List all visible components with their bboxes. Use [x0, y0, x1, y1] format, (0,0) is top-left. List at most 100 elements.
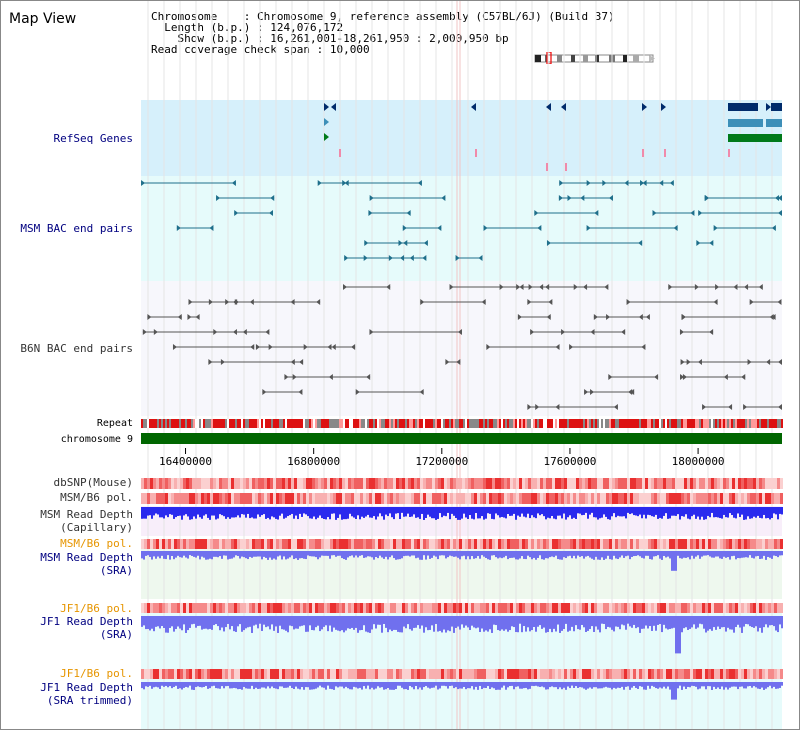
jf1-depth-bar [523, 616, 525, 627]
b6n-bac-pair-end [208, 359, 213, 365]
jf1-depth-bar [271, 616, 273, 625]
msm-b6-pol-band [252, 493, 255, 504]
msm-depth-capillary-bar [353, 507, 355, 518]
jf1-depth-bar [759, 616, 761, 628]
jf1-depth-bar [233, 616, 235, 632]
track-label-jf1-depth[interactable]: JF1 Read Depth (SRA) [40, 615, 133, 641]
msm-depth-capillary-bar [627, 507, 629, 513]
msm-depth-capillary-bar [743, 507, 745, 520]
dbsnp-band [291, 478, 294, 489]
msm-b6-pol-sra-band [495, 539, 498, 549]
jf1-depth-bar [625, 616, 627, 630]
dbsnp-band [366, 478, 369, 489]
msm-b6-pol-band [387, 493, 390, 504]
track-label-chromosome[interactable]: chromosome 9 [60, 434, 133, 445]
jf1-b6-pol-trimmed-band [198, 669, 201, 679]
jf1-depth-trimmed-bar [719, 682, 721, 690]
msm-bac-pair-end [406, 210, 411, 216]
track-label-repeat[interactable]: Repeat [96, 418, 133, 429]
msm-depth-sra-bar [537, 551, 539, 558]
jf1-b6-pol-band [204, 603, 207, 613]
track-label-refseq-genes[interactable]: RefSeq Genes [53, 132, 133, 145]
jf1-b6-pol-band [150, 603, 153, 613]
msm-b6-pol-band [435, 493, 438, 504]
msm-depth-sra-bar [379, 551, 381, 556]
dbsnp-band [522, 478, 525, 489]
msm-b6-pol-band [288, 493, 291, 504]
repeat-segment [503, 419, 505, 428]
msm-b6-pol-sra-band [237, 539, 240, 549]
jf1-depth-trimmed-bar [537, 682, 539, 687]
jf1-depth-trimmed-bar [657, 682, 659, 689]
jf1-b6-pol-band [450, 603, 453, 613]
jf1-b6-pol-band [294, 603, 297, 613]
msm-b6-pol-sra-band [438, 539, 441, 549]
msm-b6-pol-sra-band [411, 539, 414, 549]
jf1-depth-trimmed-bar [539, 682, 541, 687]
msm-depth-capillary-bar [153, 507, 155, 516]
msm-b6-pol-sra-band [603, 539, 606, 549]
msm-depth-sra-bar [347, 551, 349, 558]
msm-b6-pol-sra-band [750, 539, 753, 549]
track-label-msm-depth-sra[interactable]: MSM Read Depth (SRA) [40, 551, 133, 577]
track-label-msm-b6-pol[interactable]: MSM/B6 pol. [60, 491, 133, 504]
dbsnp-band [195, 478, 198, 489]
msm-depth-capillary-bar [669, 507, 671, 519]
jf1-depth-bar [557, 616, 559, 625]
jf1-depth-bar [613, 616, 615, 632]
msm-depth-capillary-bar [567, 507, 569, 518]
jf1-b6-pol-band [705, 603, 708, 613]
track-label-msm-b6-pol-sra[interactable]: MSM/B6 pol. [60, 537, 133, 550]
jf1-b6-pol-band [489, 603, 492, 613]
track-label-jf1-depth-trimmed[interactable]: JF1 Read Depth (SRA trimmed) [40, 681, 133, 707]
repeat-segment [427, 419, 429, 428]
repeat-segment [765, 419, 767, 428]
track-label-dbsnp[interactable]: dbSNP(Mouse) [53, 476, 133, 489]
track-label-jf1-b6-pol-trimmed[interactable]: JF1/B6 pol. [60, 667, 133, 680]
repeat-segment [159, 419, 161, 428]
repeat-segment [779, 419, 781, 428]
jf1-depth-trimmed-bar [457, 682, 459, 690]
jf1-b6-pol-band [546, 603, 549, 613]
jf1-depth-bar [161, 616, 163, 627]
jf1-b6-pol-band [528, 603, 531, 613]
track-label-msm-depth-capillary[interactable]: MSM Read Depth (Capillary) [40, 508, 133, 534]
msm-depth-sra-bar [399, 551, 401, 560]
chromosome-ideogram[interactable] [531, 52, 657, 64]
msm-bac-pair-end [216, 195, 221, 201]
jf1-depth-trimmed-bar [151, 682, 153, 689]
msm-b6-pol-band [246, 493, 249, 504]
track-label-b6n-bac[interactable]: B6N BAC end pairs [20, 342, 133, 355]
track-label-jf1-b6-pol[interactable]: JF1/B6 pol. [60, 602, 133, 615]
jf1-depth-trimmed-bar [227, 682, 229, 686]
jf1-depth-trimmed-bar [387, 682, 389, 688]
dbsnp-band [474, 478, 477, 489]
jf1-b6-pol-trimmed-band [387, 669, 390, 679]
msm-b6-pol-sra-band [255, 539, 258, 549]
jf1-depth-trimmed-bar [273, 682, 275, 689]
msm-depth-sra-bar [541, 551, 543, 560]
jf1-depth-bar [185, 616, 187, 633]
jf1-depth-bar [191, 616, 193, 625]
jf1-depth-trimmed-bar [655, 682, 657, 689]
track-label-msm-bac[interactable]: MSM BAC end pairs [20, 222, 133, 235]
repeat-segment [221, 419, 223, 428]
jf1-b6-pol-trimmed-band [780, 669, 783, 679]
msm-depth-sra-bar [595, 551, 597, 557]
msm-depth-capillary-bar [319, 507, 321, 516]
gene-marker [324, 118, 329, 126]
msm-depth-sra-bar [551, 551, 553, 557]
repeat-segment [189, 419, 191, 428]
jf1-depth-bar [687, 616, 689, 630]
repeat-segment [539, 419, 541, 428]
jf1-depth-trimmed-bar [425, 682, 427, 687]
repeat-segment [461, 419, 463, 428]
repeat-segment [693, 419, 695, 428]
msm-b6-pol-band [381, 493, 384, 504]
msm-bac-pair-end [673, 225, 678, 231]
jf1-b6-pol-trimmed-band [315, 669, 318, 679]
jf1-b6-pol-band [516, 603, 519, 613]
dbsnp-band [318, 478, 321, 489]
msm-b6-pol-band [402, 493, 405, 504]
